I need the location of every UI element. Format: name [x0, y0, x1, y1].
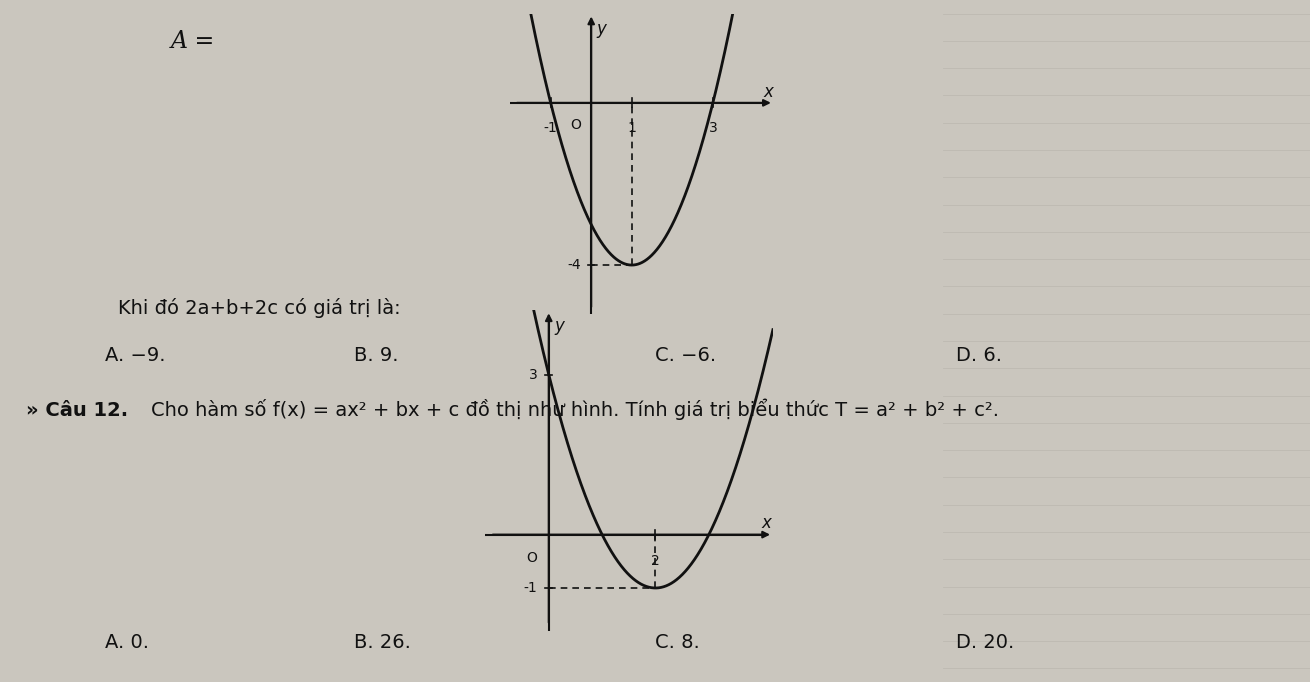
Text: 3: 3	[528, 368, 537, 381]
Text: y: y	[554, 317, 565, 335]
Text: A =: A =	[170, 30, 215, 53]
Text: Cho hàm số f(x) = ax² + bx + c đồ thị như hình. Tính giá trị biểu thức T = a² + : Cho hàm số f(x) = ax² + bx + c đồ thị nh…	[151, 398, 998, 420]
Text: C. 8.: C. 8.	[655, 633, 700, 652]
Text: A. −9.: A. −9.	[105, 346, 165, 366]
Text: 3: 3	[709, 121, 718, 135]
Text: C. −6.: C. −6.	[655, 346, 717, 366]
Text: x: x	[761, 514, 772, 532]
Text: Khi đó 2a+b+2c có giá trị là:: Khi đó 2a+b+2c có giá trị là:	[118, 298, 401, 318]
Text: A. 0.: A. 0.	[105, 633, 149, 652]
Text: 2: 2	[651, 554, 660, 568]
Text: O: O	[527, 550, 537, 565]
Text: O: O	[570, 118, 580, 132]
Text: D. 20.: D. 20.	[956, 633, 1014, 652]
Text: -4: -4	[567, 258, 580, 272]
Text: B. 9.: B. 9.	[354, 346, 398, 366]
Text: D. 6.: D. 6.	[956, 346, 1002, 366]
Text: » Câu 12.: » Câu 12.	[26, 401, 128, 420]
Text: x: x	[764, 83, 773, 101]
Text: -1: -1	[524, 581, 537, 595]
Text: 1: 1	[627, 121, 637, 135]
Text: B. 26.: B. 26.	[354, 633, 410, 652]
Text: -1: -1	[544, 121, 558, 135]
Text: y: y	[596, 20, 607, 38]
